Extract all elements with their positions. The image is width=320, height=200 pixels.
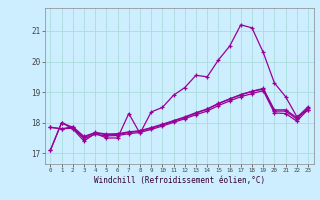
X-axis label: Windchill (Refroidissement éolien,°C): Windchill (Refroidissement éolien,°C)	[94, 176, 265, 185]
